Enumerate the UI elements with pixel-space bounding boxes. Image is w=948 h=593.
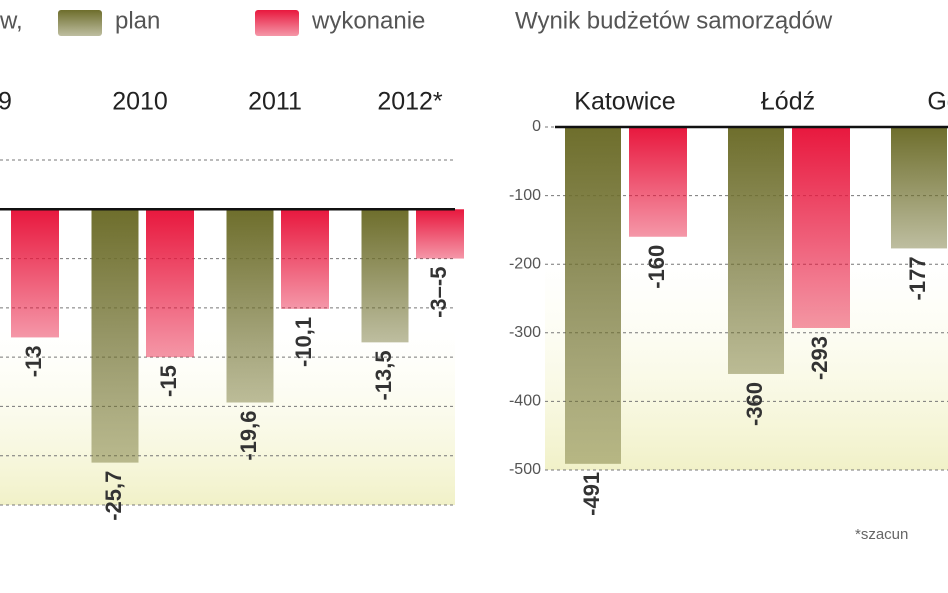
legend-swatch xyxy=(255,10,299,36)
bar xyxy=(728,127,784,374)
bar xyxy=(792,127,850,328)
bar xyxy=(91,209,139,463)
bar xyxy=(146,209,194,358)
x-tick-label: 9 xyxy=(0,88,12,116)
value-label: -13,5 xyxy=(371,350,396,400)
value-label: -15 xyxy=(156,365,181,397)
legend-label: wykonanie xyxy=(311,7,425,34)
value-label: -491 xyxy=(579,472,604,516)
right-title: Wynik budżetów samorządów xyxy=(515,7,833,34)
value-label: -160 xyxy=(644,245,669,289)
y-tick-label: -500 xyxy=(509,461,541,478)
value-label: -25,7 xyxy=(101,471,126,521)
value-label: -177 xyxy=(905,256,930,300)
value-label: -13 xyxy=(21,345,46,377)
bar xyxy=(11,209,59,338)
x-tick-label: Gda xyxy=(927,88,948,116)
y-tick-label: 0 xyxy=(532,118,541,135)
legend-swatch xyxy=(58,10,102,36)
legend-lead: w, xyxy=(0,7,23,34)
y-tick-label: -300 xyxy=(509,324,541,341)
x-tick-label: Katowice xyxy=(574,88,675,116)
bar xyxy=(891,127,947,249)
footnote: *szacun xyxy=(855,526,908,543)
x-tick-label: 2011 xyxy=(248,88,302,116)
bar xyxy=(226,209,274,403)
bar xyxy=(361,209,409,343)
value-label: -19,6 xyxy=(236,410,261,460)
bar xyxy=(281,209,329,309)
y-tick-label: -400 xyxy=(509,393,541,410)
x-tick-label: Łódź xyxy=(761,88,815,116)
y-tick-label: -200 xyxy=(509,255,541,272)
bar xyxy=(565,127,621,464)
legend-label: plan xyxy=(115,7,160,34)
value-label: -3–-5 xyxy=(426,267,451,318)
x-tick-label: 2012* xyxy=(377,88,443,116)
value-label: -360 xyxy=(742,382,767,426)
bar xyxy=(629,127,687,237)
value-label: -293 xyxy=(807,336,832,380)
y-tick-label: -100 xyxy=(509,187,541,204)
value-label: -10,1 xyxy=(291,317,316,367)
x-tick-label: 2010 xyxy=(112,88,168,116)
bar xyxy=(416,209,464,259)
